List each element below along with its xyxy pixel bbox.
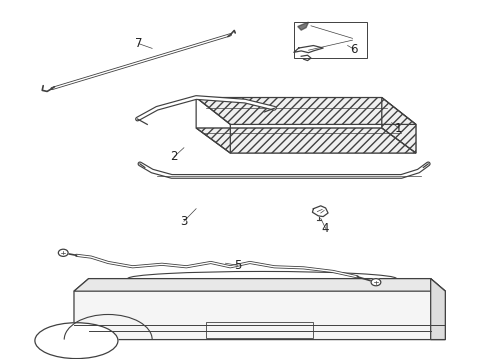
Text: 1: 1 — [395, 122, 403, 135]
Polygon shape — [74, 279, 445, 291]
Bar — [294, 22, 367, 58]
Circle shape — [371, 279, 381, 286]
Polygon shape — [196, 128, 416, 153]
Polygon shape — [382, 98, 416, 153]
Text: 7: 7 — [135, 37, 143, 50]
Polygon shape — [298, 22, 309, 30]
Polygon shape — [431, 279, 445, 339]
Polygon shape — [196, 98, 416, 125]
Circle shape — [58, 249, 68, 256]
Text: 5: 5 — [234, 259, 242, 272]
Text: 2: 2 — [171, 150, 178, 163]
Text: 6: 6 — [350, 42, 358, 55]
Polygon shape — [74, 279, 445, 339]
Ellipse shape — [35, 323, 118, 359]
Text: 3: 3 — [180, 215, 188, 228]
Bar — [206, 321, 314, 338]
Text: 4: 4 — [322, 222, 329, 235]
